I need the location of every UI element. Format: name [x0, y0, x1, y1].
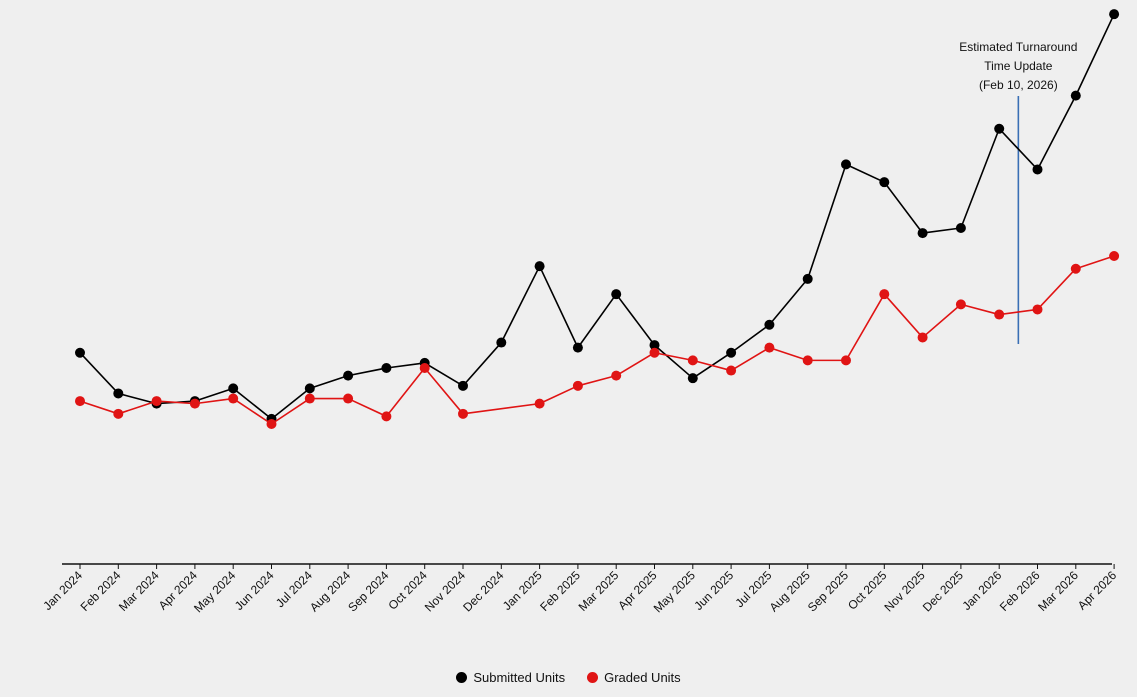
data-point-graded — [419, 363, 430, 373]
x-tick-label: Aug 2024 — [307, 568, 353, 614]
data-point-submitted — [1109, 9, 1120, 20]
data-point-graded — [458, 408, 468, 419]
data-point-graded — [955, 299, 966, 310]
legend-label-graded: Graded Units — [604, 670, 681, 685]
x-tick-label: Dec 2024 — [460, 568, 506, 614]
data-point-graded — [1070, 263, 1081, 274]
data-point-graded — [343, 393, 354, 404]
data-point-submitted — [458, 380, 468, 391]
data-point-graded — [189, 398, 200, 409]
data-point-graded — [266, 419, 277, 429]
data-point-graded — [994, 309, 1005, 320]
data-point-submitted — [75, 347, 85, 358]
x-tick-label: Sep 2025 — [805, 568, 851, 614]
data-point-graded — [879, 289, 890, 300]
data-point-submitted — [1032, 164, 1043, 175]
data-point-submitted — [611, 289, 622, 300]
x-tick-label: Nov 2025 — [881, 568, 927, 614]
data-point-graded — [726, 365, 737, 376]
x-tick-label: Feb 2025 — [537, 568, 583, 614]
data-point-graded — [1032, 304, 1043, 315]
data-point-submitted — [726, 347, 737, 358]
data-point-submitted — [841, 159, 851, 170]
data-point-submitted — [572, 342, 583, 353]
legend-label-submitted: Submitted Units — [473, 670, 566, 685]
x-tick-label: May 2024 — [191, 568, 238, 615]
annotation-text: Time Update — [984, 59, 1053, 73]
data-point-submitted — [304, 383, 315, 394]
data-point-graded — [1109, 251, 1120, 261]
legend: Submitted Units Graded Units — [0, 670, 1137, 685]
x-tick-label: Aug 2025 — [767, 568, 813, 614]
x-tick-label: May 2025 — [651, 568, 698, 615]
data-point-graded — [611, 370, 622, 381]
data-point-graded — [534, 398, 545, 409]
data-point-submitted — [113, 388, 124, 399]
data-point-submitted — [994, 123, 1005, 134]
data-point-graded — [381, 411, 392, 422]
x-tick-label: Mar 2025 — [576, 568, 622, 614]
legend-item-submitted: Submitted Units — [456, 670, 565, 685]
data-point-graded — [764, 342, 775, 353]
x-tick-label: Apr 2026 — [1075, 568, 1120, 613]
data-point-submitted — [955, 223, 966, 233]
data-point-submitted — [687, 373, 698, 384]
data-point-graded — [802, 355, 813, 366]
data-point-submitted — [802, 273, 813, 284]
x-tick-label: Sep 2024 — [345, 568, 391, 614]
legend-marker-graded — [587, 672, 599, 683]
data-point-submitted — [381, 363, 392, 373]
data-point-submitted — [228, 383, 239, 394]
data-point-submitted — [764, 319, 775, 330]
x-tick-label: Feb 2026 — [997, 568, 1043, 614]
x-tick-label: Mar 2024 — [116, 568, 162, 614]
data-point-graded — [841, 355, 851, 366]
annotation-text: (Feb 10, 2026) — [979, 78, 1058, 92]
data-point-graded — [304, 393, 315, 404]
x-tick-label: Nov 2024 — [422, 568, 468, 614]
x-tick-label: Feb 2024 — [78, 568, 124, 614]
x-tick-label: Dec 2025 — [920, 568, 966, 614]
legend-item-graded: Graded Units — [587, 670, 681, 685]
x-tick-label: Jun 2024 — [232, 568, 277, 613]
data-point-graded — [151, 396, 162, 407]
legend-marker-submitted — [456, 672, 468, 683]
annotation-text: Estimated Turnaround — [959, 40, 1077, 54]
series-line-submitted — [79, 13, 1115, 420]
data-point-graded — [572, 380, 583, 391]
data-point-submitted — [879, 177, 890, 188]
data-point-submitted — [534, 261, 545, 272]
data-point-graded — [917, 332, 928, 343]
data-point-submitted — [343, 370, 354, 381]
data-point-graded — [75, 396, 85, 407]
data-point-graded — [649, 347, 660, 358]
data-point-graded — [113, 408, 124, 419]
data-point-submitted — [649, 340, 660, 351]
data-point-submitted — [917, 228, 928, 239]
data-point-graded — [228, 393, 239, 404]
x-tick-label: Jun 2025 — [691, 568, 736, 613]
data-point-graded — [687, 355, 698, 366]
x-tick-label: Mar 2026 — [1035, 568, 1081, 614]
data-point-submitted — [496, 337, 507, 348]
data-point-submitted — [1070, 90, 1081, 101]
